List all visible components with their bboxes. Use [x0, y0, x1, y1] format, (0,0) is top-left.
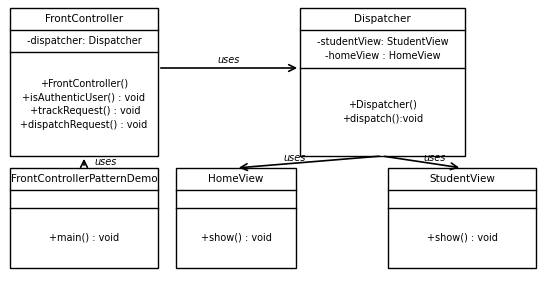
- Text: +show() : void: +show() : void: [427, 233, 497, 243]
- Text: HomeView: HomeView: [208, 174, 264, 184]
- Text: -studentView: StudentView
-homeView : HomeView: -studentView: StudentView -homeView : Ho…: [317, 37, 448, 61]
- Text: FrontController: FrontController: [45, 14, 123, 24]
- Bar: [10, 8, 158, 156]
- Text: uses: uses: [218, 55, 240, 65]
- Text: +show() : void: +show() : void: [201, 233, 271, 243]
- Text: Dispatcher: Dispatcher: [354, 14, 411, 24]
- Text: -dispatcher: Dispatcher: -dispatcher: Dispatcher: [27, 36, 141, 46]
- Bar: [388, 168, 536, 268]
- Text: +Dispatcher()
+dispatch():void: +Dispatcher() +dispatch():void: [342, 100, 423, 124]
- Text: uses: uses: [95, 157, 117, 167]
- Text: +main() : void: +main() : void: [49, 233, 119, 243]
- Bar: [176, 168, 296, 268]
- Text: StudentView: StudentView: [429, 174, 495, 184]
- Text: uses: uses: [284, 153, 306, 163]
- Bar: [300, 8, 465, 156]
- Text: FrontControllerPatternDemo: FrontControllerPatternDemo: [11, 174, 157, 184]
- Text: +FrontController()
+isAuthenticUser() : void
 +trackRequest() : void
+dispatchRe: +FrontController() +isAuthenticUser() : …: [20, 78, 147, 130]
- Bar: [10, 168, 158, 268]
- Text: uses: uses: [424, 153, 446, 163]
